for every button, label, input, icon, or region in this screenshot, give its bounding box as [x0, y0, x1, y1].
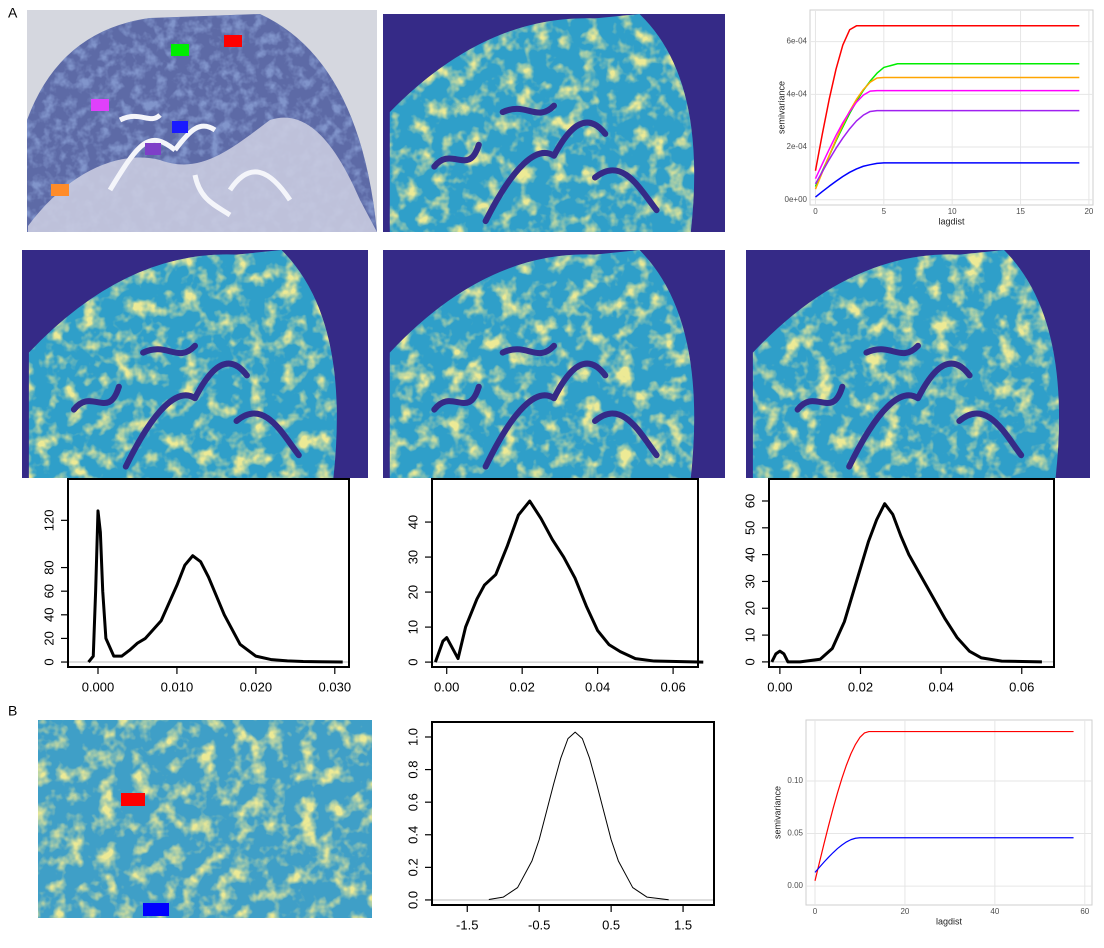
x-tick-label: 1.5 [674, 917, 692, 932]
x-tick-label: 0.02 [848, 679, 873, 694]
data-line [814, 76, 1080, 190]
y-tick-label: 10 [405, 620, 420, 634]
x-tick-label: 5 [882, 207, 887, 216]
heatmap-image [746, 250, 1090, 478]
y-tick-label: 0.4 [405, 826, 420, 844]
y-tick-label: 30 [405, 550, 420, 564]
x-tick-label: 0.030 [319, 679, 352, 694]
plot-panel [805, 719, 1093, 906]
plot-frame [431, 721, 715, 906]
x-axis-label: lagdist [936, 916, 963, 926]
data-line [488, 731, 669, 901]
data-line [814, 89, 1080, 179]
plot-frame [67, 478, 350, 668]
x-tick-label: 0.00 [434, 679, 459, 694]
x-tick-label: 0.5 [602, 917, 620, 932]
y-tick-label: 40 [742, 547, 757, 561]
y-tick-label: 4e-04 [787, 89, 808, 98]
panel-label: A [8, 5, 18, 21]
x-tick-label: 0.020 [240, 679, 273, 694]
heatmap-image [383, 250, 725, 478]
x-tick-label: 0.02 [510, 679, 535, 694]
x-tick-label: 0.010 [161, 679, 194, 694]
x-tick-label: 0.06 [660, 679, 685, 694]
y-tick-label: 20 [405, 585, 420, 599]
heatmap-gland [431, 102, 660, 225]
data-line [814, 109, 1080, 185]
y-tick-label: 40 [405, 515, 420, 529]
x-tick-label: 40 [990, 907, 999, 916]
y-tick-label: 80 [41, 560, 56, 574]
x-tick-label: 0.04 [585, 679, 610, 694]
heatmap-gland [431, 342, 660, 470]
x-tick-label: -0.5 [528, 917, 550, 932]
heatmap-image [22, 250, 368, 478]
x-tick-label: 0.04 [928, 679, 953, 694]
x-axis-label: lagdist [938, 216, 965, 226]
y-tick-label: 60 [41, 584, 56, 598]
y-tick-label: 20 [742, 601, 757, 615]
y-tick-label: 40 [41, 608, 56, 622]
x-tick-label: 20 [1084, 207, 1093, 216]
x-tick-label: 10 [948, 207, 957, 216]
y-tick-label: 60 [742, 494, 757, 508]
y-tick-label: 0.2 [405, 858, 420, 876]
y-tick-label: 0 [405, 658, 420, 665]
y-tick-label: 0.6 [405, 793, 420, 811]
data-line [433, 499, 704, 664]
y-tick-label: 0.10 [787, 776, 803, 785]
histology-image [27, 10, 377, 232]
plot-frame [431, 478, 699, 668]
y-tick-label: 20 [41, 631, 56, 645]
y-tick-label: 10 [742, 628, 757, 642]
panel-label: B [8, 703, 17, 719]
x-tick-label: 20 [900, 907, 909, 916]
data-line [770, 502, 1042, 664]
heatmap-image [383, 14, 725, 232]
x-tick-label: 0 [813, 207, 818, 216]
y-axis-label: semivariance [772, 786, 782, 839]
y-tick-label: 1.0 [405, 728, 420, 746]
x-tick-label: 0.00 [767, 679, 792, 694]
x-tick-label: 60 [1080, 907, 1089, 916]
heatmap-gland [794, 342, 1025, 470]
y-tick-label: 0 [742, 658, 757, 665]
y-tick-label: 2e-04 [787, 142, 808, 151]
heatmap-gland [70, 342, 302, 470]
data-line [814, 162, 1080, 198]
y-tick-label: 0.00 [787, 881, 803, 890]
y-tick-label: 0e+00 [785, 195, 808, 204]
x-tick-label: -1.5 [456, 917, 478, 932]
y-tick-label: 120 [41, 509, 56, 531]
data-line [814, 730, 1074, 881]
x-tick-label: 0.06 [1009, 679, 1034, 694]
data-line [814, 837, 1074, 873]
x-tick-label: 0 [813, 907, 818, 916]
y-tick-label: 0.8 [405, 761, 420, 779]
data-line [87, 509, 343, 664]
x-tick-label: 15 [1016, 207, 1025, 216]
y-tick-label: 30 [742, 574, 757, 588]
data-line [814, 25, 1080, 171]
heatmap-tissue [752, 250, 1060, 478]
y-axis-label: semivariance [776, 81, 786, 134]
plot-frame [768, 478, 1055, 668]
y-tick-label: 0.0 [405, 891, 420, 909]
y-tick-label: 50 [742, 521, 757, 535]
y-tick-label: 0 [41, 658, 56, 665]
y-tick-label: 0.05 [787, 829, 803, 838]
plot-panel [809, 9, 1094, 206]
x-tick-label: 0.000 [82, 679, 115, 694]
texture-image [38, 720, 372, 918]
y-tick-label: 6e-04 [787, 37, 808, 46]
